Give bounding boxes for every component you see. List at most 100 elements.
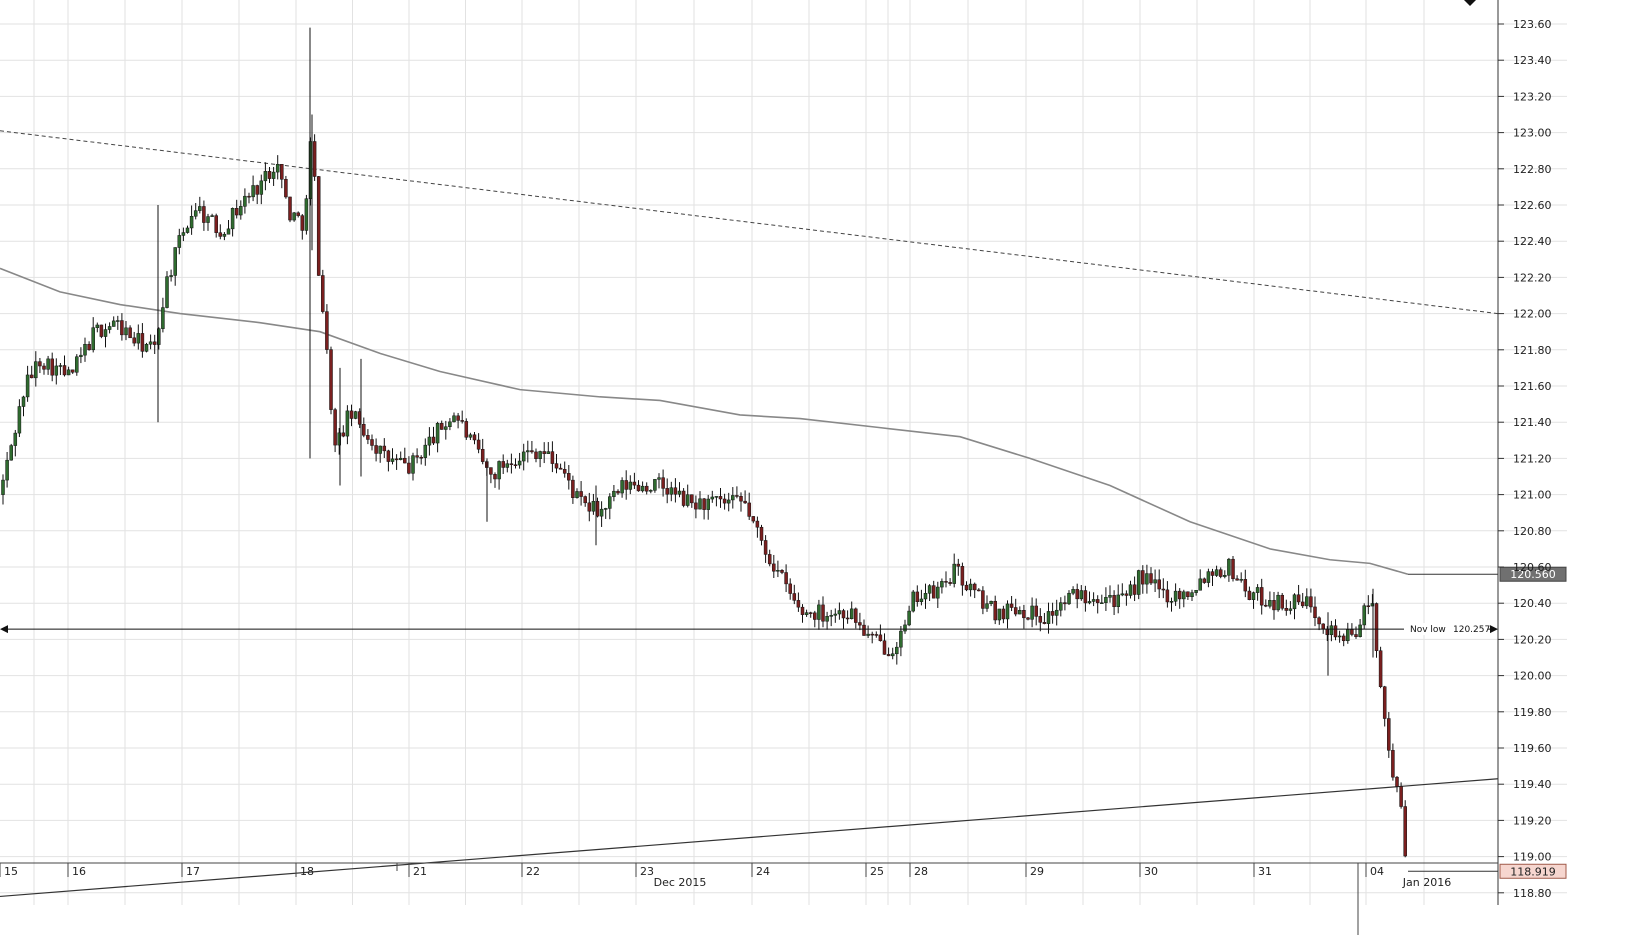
candle [644,482,649,495]
x-tick-label: 28 [914,865,928,878]
candle-body [923,593,928,600]
candle [251,175,255,202]
candle-body [821,604,825,622]
candle-body [275,164,280,173]
candle [1341,633,1346,647]
candle-body [886,654,891,657]
candle [501,454,505,474]
candle [1157,569,1161,599]
candle [858,612,862,631]
candle-body [866,633,870,636]
candle [833,608,838,623]
candle-body [292,212,296,221]
candle-body [554,463,559,469]
last-price-box [1499,863,1567,879]
candle [189,205,194,235]
candle [1300,592,1305,609]
candle [1091,592,1096,607]
candle-body [776,570,780,572]
candle-body [13,432,18,446]
y-tick-label: 122.40 [1513,235,1552,248]
candle-body [919,598,924,602]
candle-body [1354,634,1358,637]
candle-body [66,369,71,376]
candle-body [1243,579,1248,592]
candle [103,323,108,348]
candle [239,200,243,220]
y-tick-label: 121.40 [1513,416,1552,429]
candle-body [538,451,542,459]
candle-body [1321,623,1325,630]
candle-body [968,583,973,591]
candle [997,608,1002,625]
candle [1026,616,1030,621]
candle-body [911,591,915,612]
candle [1337,630,1342,643]
y-tick-label: 123.60 [1513,18,1552,31]
candle [640,481,645,493]
candle-body [1100,602,1104,604]
candle [1190,589,1194,601]
candle-body [394,458,399,461]
candle [661,469,665,497]
candle [1350,623,1354,637]
candle [530,440,534,454]
candle [767,549,772,567]
candle [140,323,145,358]
candle-body [726,499,731,504]
candle-body [390,458,395,462]
y-tick-label: 122.80 [1513,163,1552,176]
candle [1210,568,1215,587]
candle [321,269,325,314]
candle-body [944,581,948,583]
y-tick-label: 123.40 [1513,54,1552,67]
candle-body [1403,806,1407,857]
candle [1309,588,1313,613]
candle-body [132,337,136,344]
y-tick-label: 121.20 [1513,452,1552,465]
candle-body [267,171,272,179]
y-tick-label: 119.80 [1513,706,1552,719]
candle-body [849,608,854,619]
x-tick-label: 24 [756,865,770,878]
candle [210,213,214,217]
horizontal-gridlines [0,23,1567,894]
candle [1013,598,1018,617]
candle-body [632,481,637,486]
candle [472,432,477,445]
candle [9,443,13,461]
candle [316,176,321,276]
candle-body [1149,573,1153,584]
candle-body [583,496,587,504]
candle [1378,646,1383,689]
candle [1403,800,1407,858]
candle [944,571,948,588]
candle [669,481,674,502]
candle [587,492,592,522]
candle [747,492,751,520]
candle-body [636,484,641,492]
candle-body [1272,600,1276,611]
candle-body [366,435,370,440]
candle [1362,603,1366,629]
candle [731,487,735,509]
candle-body [345,410,350,437]
candle [808,611,813,618]
candle [1317,616,1321,631]
candle [1264,599,1268,608]
candle-body [202,206,206,223]
candle-body [751,516,756,522]
candle-body [936,586,940,599]
candle-body [1247,590,1252,600]
candle-body [624,480,628,490]
candle-body [304,198,309,231]
candle [895,642,899,665]
candle [845,610,850,624]
candle-body [468,434,473,438]
candle-body [669,487,674,495]
candle-body [136,333,141,344]
candle-body [1,479,5,495]
candle [1071,586,1075,596]
candle-body [374,445,378,454]
candle-body [509,463,514,465]
